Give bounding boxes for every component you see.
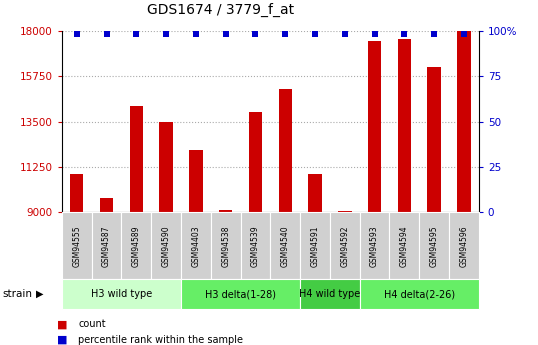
Text: GSM94594: GSM94594	[400, 225, 409, 267]
Text: GSM94540: GSM94540	[281, 225, 290, 267]
Text: GSM94589: GSM94589	[132, 225, 141, 267]
Text: GSM94590: GSM94590	[161, 225, 171, 267]
Text: GSM94555: GSM94555	[72, 225, 81, 267]
Text: GDS1674 / 3779_f_at: GDS1674 / 3779_f_at	[147, 3, 294, 17]
Text: count: count	[78, 319, 105, 329]
Bar	[249, 111, 262, 212]
Bar	[308, 174, 322, 212]
Bar	[130, 106, 143, 212]
Bar	[338, 211, 351, 212]
Text: H3 wild type: H3 wild type	[91, 289, 152, 299]
Bar	[70, 174, 83, 212]
Text: GSM94587: GSM94587	[102, 225, 111, 267]
Text: strain: strain	[3, 289, 33, 299]
Bar	[428, 67, 441, 212]
Text: GSM94595: GSM94595	[430, 225, 438, 267]
Text: GSM94593: GSM94593	[370, 225, 379, 267]
Text: ■: ■	[56, 319, 67, 329]
Bar	[189, 150, 203, 212]
Text: GSM94596: GSM94596	[459, 225, 469, 267]
Text: GSM94403: GSM94403	[192, 225, 200, 267]
Bar	[159, 122, 173, 212]
Text: percentile rank within the sample: percentile rank within the sample	[78, 335, 243, 345]
Bar	[279, 89, 292, 212]
Text: GSM94592: GSM94592	[341, 225, 349, 267]
Bar	[398, 39, 411, 212]
Text: GSM94591: GSM94591	[310, 225, 320, 267]
Text: H4 wild type: H4 wild type	[299, 289, 360, 299]
Text: H3 delta(1-28): H3 delta(1-28)	[205, 289, 276, 299]
Bar	[100, 198, 113, 212]
Text: ▶: ▶	[36, 289, 43, 299]
Text: GSM94539: GSM94539	[251, 225, 260, 267]
Text: GSM94538: GSM94538	[221, 225, 230, 267]
Text: H4 delta(2-26): H4 delta(2-26)	[384, 289, 455, 299]
Bar	[219, 210, 232, 212]
Bar	[457, 11, 471, 212]
Text: ■: ■	[56, 335, 67, 345]
Bar	[368, 41, 381, 212]
